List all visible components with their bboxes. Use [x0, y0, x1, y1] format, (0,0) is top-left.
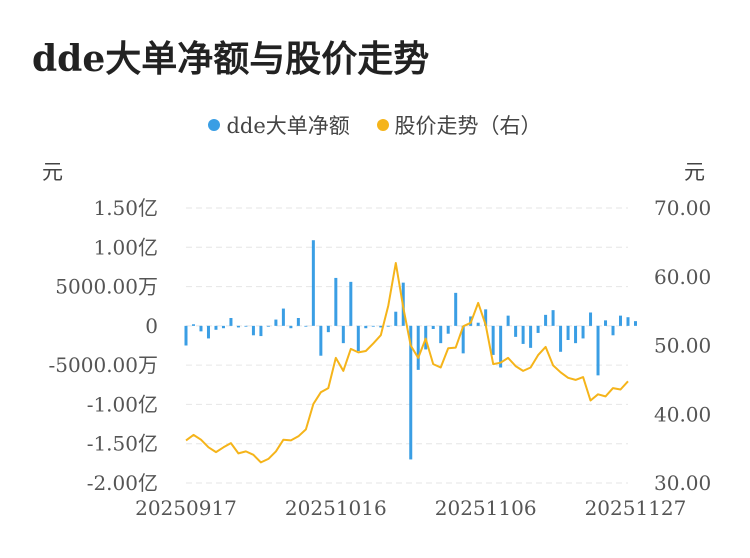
left-tick-label: 1.00亿: [93, 235, 158, 259]
dde-bar-59: [626, 317, 630, 326]
dde-bar-49: [551, 310, 555, 326]
dde-bar-44: [514, 325, 518, 337]
legend-label-dde: dde大单净额: [226, 114, 350, 138]
right-tick-label: 60.00: [654, 265, 711, 289]
dde-bar-11: [266, 325, 270, 327]
dde-bar-17: [311, 240, 315, 326]
dde-bar-34: [439, 325, 443, 344]
dde-bar-10: [259, 325, 263, 337]
dde-bar-4: [214, 325, 218, 330]
dde-bar-23: [356, 325, 360, 351]
dde-bar-47: [536, 325, 540, 333]
dde-bar-16: [304, 325, 308, 327]
legend-dot-dde: [208, 119, 221, 131]
dde-bar-33: [431, 325, 435, 329]
left-axis-unit: 元: [42, 160, 63, 184]
dde-bar-50: [559, 325, 563, 352]
left-tick-label: 1.50亿: [93, 196, 158, 220]
dde-bar-14: [289, 325, 293, 329]
dde-bar-20: [334, 277, 338, 326]
dde-bar-30: [409, 325, 413, 460]
dde-bar-2: [199, 325, 203, 332]
dde-bar-60: [633, 321, 637, 326]
dde-bar-21: [341, 325, 345, 344]
dde-bar-25: [371, 325, 375, 327]
dde-bar-1: [191, 324, 195, 326]
dde-bar-12: [274, 319, 278, 326]
dde-bar-55: [596, 325, 600, 376]
dde-bar-51: [566, 325, 570, 340]
left-tick-label: -2.00亿: [87, 471, 158, 495]
left-tick-label: -1.00亿: [87, 392, 158, 416]
dde-bar-36: [454, 292, 458, 326]
dde-bar-13: [281, 308, 285, 326]
dde-bar-28: [394, 311, 398, 326]
dde-bar-6: [229, 318, 233, 326]
dde-bar-22: [349, 281, 353, 326]
legend: dde大单净额 股价走势（右）: [0, 110, 750, 140]
right-axis-unit: 元: [684, 160, 705, 184]
dde-bar-9: [251, 325, 255, 336]
dde-bar-48: [544, 314, 548, 326]
dde-bar-7: [236, 325, 240, 328]
dde-bar-19: [326, 325, 330, 333]
left-tick-label: -5000.00万: [49, 353, 158, 377]
dde-bar-0: [184, 325, 188, 346]
dde-bar-26: [379, 325, 383, 328]
dde-bar-39: [476, 322, 480, 326]
right-tick-label: 30.00: [654, 471, 711, 495]
dde-bar-57: [611, 325, 615, 336]
dde-bar-3: [206, 325, 210, 339]
price-line: [185, 262, 629, 464]
right-tick-label: 70.00: [654, 196, 711, 220]
dde-bar-35: [446, 325, 450, 334]
dde-bar-8: [244, 325, 248, 327]
dde-bar-5: [221, 325, 225, 329]
dde-bar-53: [581, 325, 585, 339]
x-tick-label: 20250917: [135, 496, 237, 520]
dde-bar-37: [461, 325, 465, 354]
dde-bar-42: [499, 325, 503, 368]
dde-bar-15: [296, 318, 300, 326]
legend-label-price: 股价走势（右）: [394, 114, 542, 138]
dde-bar-54: [589, 312, 593, 326]
left-tick-label: -1.50亿: [87, 432, 158, 456]
legend-item-price[interactable]: 股价走势（右）: [376, 110, 542, 140]
dde-bar-56: [604, 320, 608, 326]
dde-bar-58: [619, 315, 623, 326]
dde-bar-24: [364, 325, 368, 329]
dde-bar-43: [506, 315, 510, 326]
left-tick-label: 0: [145, 314, 158, 338]
x-tick-label: 20251127: [585, 496, 687, 520]
dde-bar-31: [416, 325, 420, 370]
legend-dot-price: [376, 119, 389, 131]
dde-bar-27: [386, 325, 390, 327]
right-tick-label: 40.00: [654, 402, 711, 426]
chart-title: dde大单净额与股价走势: [32, 38, 430, 80]
dde-bar-52: [574, 325, 578, 344]
x-tick-label: 20251106: [435, 496, 537, 520]
dde-bar-46: [529, 325, 533, 348]
dde-bar-18: [319, 325, 323, 356]
x-tick-label: 20251016: [285, 496, 387, 520]
dde-bar-41: [491, 325, 495, 355]
right-tick-label: 50.00: [654, 334, 711, 358]
dde-bar-40: [484, 309, 488, 326]
legend-item-dde[interactable]: dde大单净额: [208, 110, 350, 140]
dde-bar-45: [521, 325, 525, 344]
left-tick-label: 5000.00万: [55, 275, 158, 299]
